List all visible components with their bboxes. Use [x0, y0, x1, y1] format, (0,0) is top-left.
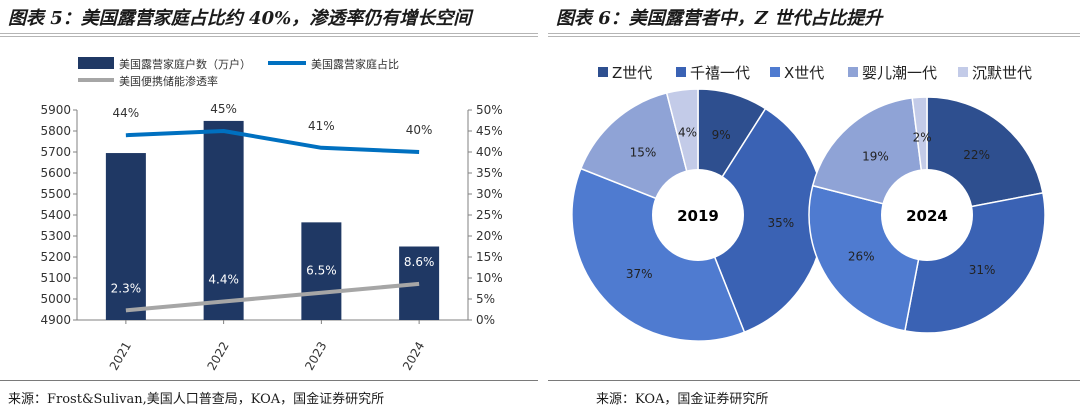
- pie-legend-swatch: [770, 67, 780, 77]
- right-y-tick-label: 45%: [476, 124, 503, 138]
- left-figure-title: 图表 5：美国露营家庭占比约 40%，渗透率仍有增长空间: [8, 8, 472, 29]
- pie-legend-label: Z世代: [612, 64, 652, 82]
- penetration-data-label: 6.5%: [306, 264, 337, 278]
- pie-legend-label: 千禧一代: [690, 64, 750, 82]
- pie-center-hole: [881, 169, 973, 261]
- pie-slice-label: 9%: [712, 128, 731, 142]
- share-data-label: 41%: [308, 119, 335, 133]
- penetration-data-label: 2.3%: [111, 281, 142, 295]
- right-y-tick-label: 10%: [476, 271, 503, 285]
- right-y-tick-label: 15%: [476, 250, 503, 264]
- left-y-tick-label: 5900: [40, 103, 71, 117]
- legend-swatch-households: [78, 57, 114, 69]
- share-data-label: 45%: [210, 102, 237, 116]
- pie-slice-label: 22%: [963, 148, 990, 162]
- pie-slice-label: 31%: [969, 263, 996, 277]
- left-y-tick-label: 5100: [40, 271, 71, 285]
- pie-legend-label: X世代: [784, 64, 824, 82]
- x-tick-label: 2022: [204, 339, 231, 372]
- left-y-tick-label: 5300: [40, 229, 71, 243]
- right-y-tick-label: 40%: [476, 145, 503, 159]
- share-data-label: 40%: [406, 123, 433, 137]
- bar-households: [301, 222, 342, 320]
- penetration-data-label: 8.6%: [404, 255, 435, 269]
- pie-legend-swatch: [676, 67, 686, 77]
- pie-slice-label: 4%: [678, 125, 697, 139]
- pie-slice-label: 35%: [767, 216, 794, 230]
- right-title-rule-2: [548, 36, 1080, 37]
- line-household-share: [125, 129, 420, 154]
- left-y-tick-label: 5700: [40, 145, 71, 159]
- pie-slice-label: 37%: [626, 267, 653, 281]
- left-title-rule: [0, 33, 538, 34]
- line-storage-penetration: [125, 281, 420, 313]
- pie-slice: [571, 167, 746, 342]
- bar-households: [105, 153, 146, 320]
- left-y-tick-label: 5000: [40, 292, 71, 306]
- pie-legend-label: 沉默世代: [972, 64, 1032, 82]
- left-y-tick-label: 5400: [40, 208, 71, 222]
- legend-label-households: 美国露营家庭户数（万户）: [119, 57, 251, 71]
- right-y-tick-label: 20%: [476, 229, 503, 243]
- pie-slice-label: 2%: [913, 130, 932, 144]
- pie-slice-label: 19%: [862, 150, 889, 164]
- left-y-tick-label: 4900: [40, 313, 71, 327]
- right-y-tick-label: 35%: [476, 166, 503, 180]
- left-source-rule: [0, 380, 538, 381]
- pie-center-hole: [652, 169, 744, 261]
- pie-center-year-label: 2024: [906, 207, 948, 225]
- legend-label-share: 美国露营家庭占比: [311, 57, 399, 71]
- pie-legend-swatch: [958, 67, 968, 77]
- right-y-tick-label: 50%: [476, 103, 503, 117]
- left-title-rule-2: [0, 36, 538, 37]
- legend-label-penetration: 美国便携储能渗透率: [119, 74, 218, 88]
- pie-slice-label: 26%: [848, 250, 875, 264]
- penetration-data-label: 4.4%: [208, 273, 239, 287]
- bar-households: [203, 120, 244, 320]
- x-tick-label: 2021: [107, 339, 134, 372]
- right-source-rule: [548, 380, 1080, 381]
- right-figure-source: 来源：KOA，国金证券研究所: [596, 392, 769, 407]
- right-figure-title: 图表 6：美国露营者中，Z 世代占比提升: [556, 8, 883, 29]
- left-y-tick-label: 5800: [40, 124, 71, 138]
- x-tick-label: 2023: [302, 339, 329, 372]
- left-y-tick-label: 5500: [40, 187, 71, 201]
- pie-slice-label: 15%: [630, 146, 657, 160]
- pie-legend-swatch: [598, 67, 608, 77]
- pie-legend-label: 婴儿潮一代: [862, 64, 937, 82]
- pie-center-year-label: 2019: [677, 207, 719, 225]
- right-title-rule: [548, 33, 1080, 34]
- left-y-tick-label: 5200: [40, 250, 71, 264]
- right-y-tick-label: 25%: [476, 208, 503, 222]
- right-y-tick-label: 30%: [476, 187, 503, 201]
- left-y-tick-label: 5600: [40, 166, 71, 180]
- pie-legend-swatch: [848, 67, 858, 77]
- right-y-tick-label: 5%: [476, 292, 495, 306]
- left-figure-source: 来源：Frost&Sulivan,美国人口普查局，KOA，国金证券研究所: [8, 392, 385, 407]
- x-tick-label: 2024: [400, 339, 427, 372]
- right-y-tick-label: 0%: [476, 313, 495, 327]
- share-data-label: 44%: [113, 106, 140, 120]
